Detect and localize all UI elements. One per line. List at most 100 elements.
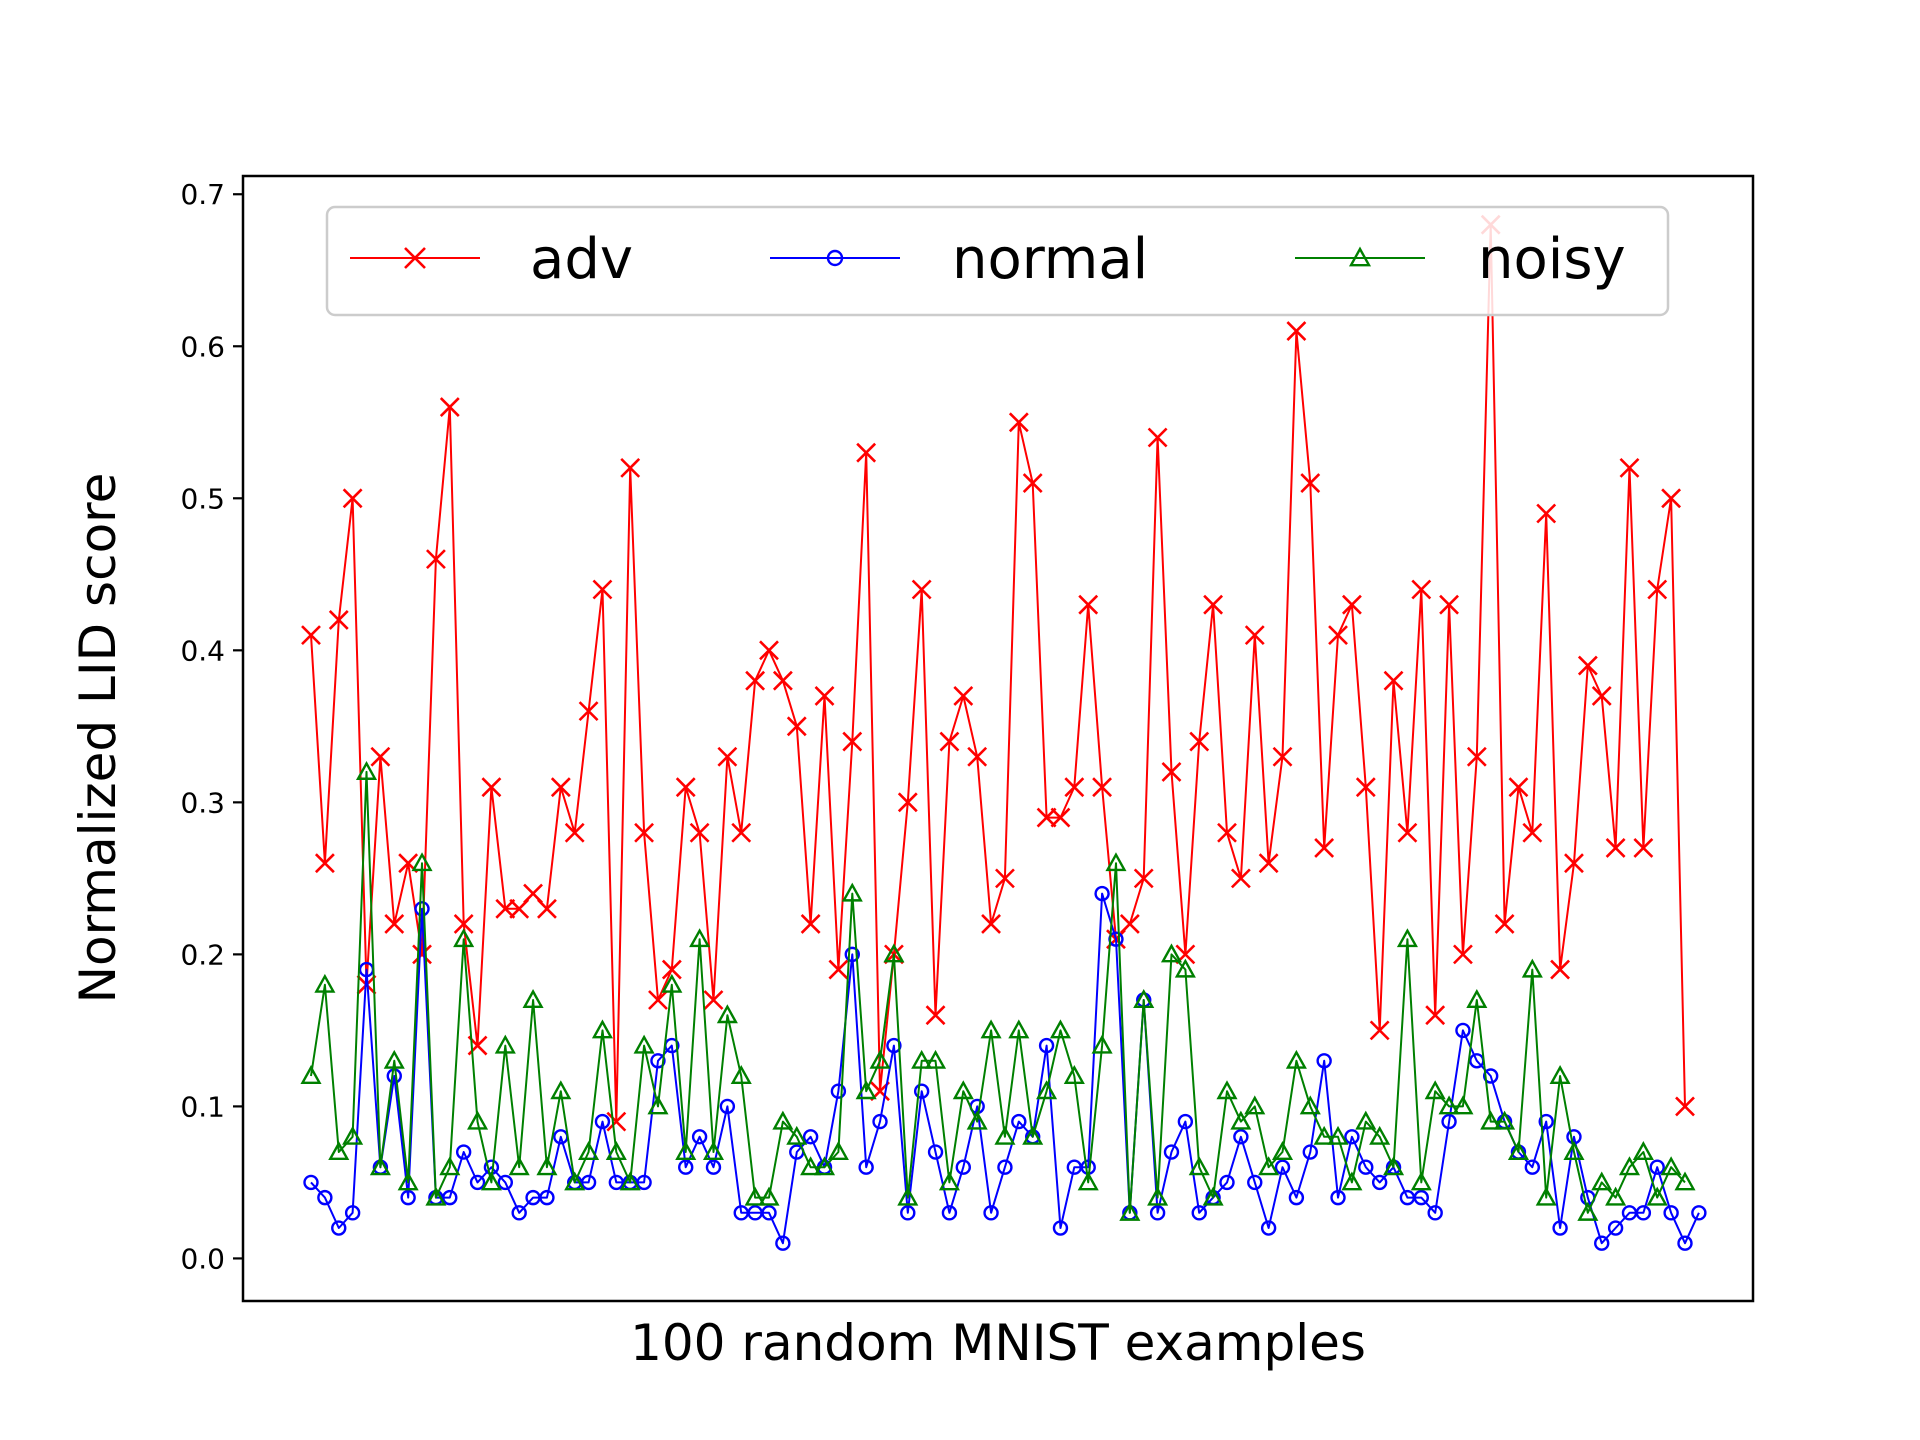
y-tick-label-3: 0.3 [180,786,225,819]
data-point-noisy-61 [1147,1186,1169,1206]
data-point-normal-83 [1455,1022,1471,1039]
data-point-adv-90 [1550,959,1571,980]
data-point-normal-73 [1316,1053,1332,1069]
data-point-noisy-87 [1507,1141,1529,1161]
data-point-adv-61 [1147,427,1168,448]
data-point-adv-53 [1036,807,1057,828]
data-point-adv-59 [1119,914,1140,934]
data-point-noisy-74 [1327,1125,1349,1145]
data-point-adv-30 [717,746,738,767]
data-point-adv-38 [828,959,849,980]
data-point-normal-36 [802,1129,819,1145]
data-point-adv-60 [1133,868,1154,889]
data-point-noisy-77 [1369,1125,1391,1145]
data-point-noisy-91 [1563,1141,1585,1161]
data-point-noisy-71 [1285,1049,1307,1069]
data-point-noisy-48 [966,1110,988,1130]
data-point-adv-6 [384,914,405,934]
data-point-noisy-23 [619,1171,641,1191]
data-point-adv-67 [1230,868,1251,889]
data-point-normal-17 [539,1189,555,1206]
data-point-adv-19 [564,822,585,843]
data-point-normal-24 [636,1174,652,1191]
data-point-noisy-81 [1424,1080,1446,1100]
data-point-noisy-35 [786,1125,808,1145]
data-point-normal-50 [997,1159,1013,1175]
data-point-normal-93 [1594,1235,1610,1251]
data-point-adv-45 [925,1005,946,1026]
data-point-normal-43 [900,1205,916,1221]
data-point-normal-15 [511,1205,527,1221]
data-point-adv-52 [1022,473,1043,494]
data-point-adv-77 [1369,1020,1390,1041]
data-point-normal-33 [761,1205,777,1221]
data-point-adv-40 [856,442,877,463]
legend-marker-noisy [1348,246,1372,267]
data-point-adv-46 [939,731,960,752]
series-line-noisy [310,770,1686,1214]
data-point-noisy-14 [494,1034,516,1054]
data-point-adv-37 [814,686,835,706]
data-point-adv-39 [842,731,863,752]
data-point-normal-47 [955,1159,972,1175]
data-point-adv-73 [1314,838,1335,858]
data-point-noisy-49 [980,1019,1002,1039]
y-tick-label-5: 0.5 [180,482,225,515]
data-point-adv-27 [675,777,696,798]
y-tick-label-6: 0.6 [180,330,225,363]
data-point-adv-32 [745,670,766,691]
data-point-adv-79 [1397,822,1418,843]
data-point-noisy-79 [1396,928,1418,948]
data-point-normal-100 [1691,1205,1707,1221]
data-point-adv-10 [439,397,460,418]
data-point-noisy-37 [813,1156,836,1176]
data-point-noisy-0 [300,1065,322,1085]
data-point-adv-99 [1675,1096,1695,1117]
data-point-normal-3 [344,1205,361,1221]
data-point-noisy-3 [342,1125,364,1145]
y-axis-label: Normalized LID score [69,473,127,1004]
y-tick-label-7: 0.7 [180,178,225,211]
legend: adv normal noisy [325,205,1670,317]
data-point-adv-70 [1272,746,1293,767]
data-point-adv-69 [1258,853,1279,874]
data-point-adv-5 [370,746,391,767]
data-point-adv-92 [1577,655,1598,676]
data-point-noisy-38 [827,1141,849,1161]
data-point-normal-49 [983,1205,999,1221]
data-point-noisy-76 [1355,1110,1377,1130]
data-point-adv-23 [620,457,641,478]
data-point-noisy-98 [1660,1156,1682,1176]
series-layer [300,214,1707,1251]
data-point-adv-3 [342,488,363,509]
data-point-normal-89 [1538,1113,1554,1130]
data-point-noisy-52 [1022,1125,1044,1145]
data-point-noisy-69 [1258,1156,1280,1176]
data-point-noisy-34 [772,1110,794,1130]
data-point-noisy-16 [522,989,544,1008]
data-point-noisy-32 [744,1186,766,1206]
data-point-noisy-66 [1216,1080,1238,1100]
legend-frame [325,205,1670,317]
data-point-normal-63 [1177,1113,1194,1130]
data-point-adv-76 [1355,777,1376,798]
data-point-normal-64 [1191,1205,1207,1221]
data-point-normal-42 [886,1037,902,1054]
data-point-noisy-86 [1494,1110,1516,1130]
data-point-noisy-39 [841,882,863,902]
data-point-normal-81 [1427,1205,1443,1221]
data-point-adv-68 [1244,625,1265,646]
data-point-normal-54 [1052,1220,1069,1236]
data-point-noisy-51 [1008,1019,1030,1039]
legend-marker-adv [404,247,426,269]
data-point-adv-17 [537,898,557,919]
data-point-normal-90 [1552,1220,1568,1236]
y-tick-label-0: 0.0 [180,1242,225,1275]
data-point-noisy-59 [1119,1201,1141,1221]
data-point-noisy-46 [938,1171,960,1191]
legend-entry-normal: normal [770,227,1148,292]
data-point-normal-66 [1219,1174,1235,1191]
data-point-normal-29 [705,1159,722,1175]
data-point-noisy-94 [1605,1186,1627,1206]
data-point-noisy-27 [675,1141,697,1161]
